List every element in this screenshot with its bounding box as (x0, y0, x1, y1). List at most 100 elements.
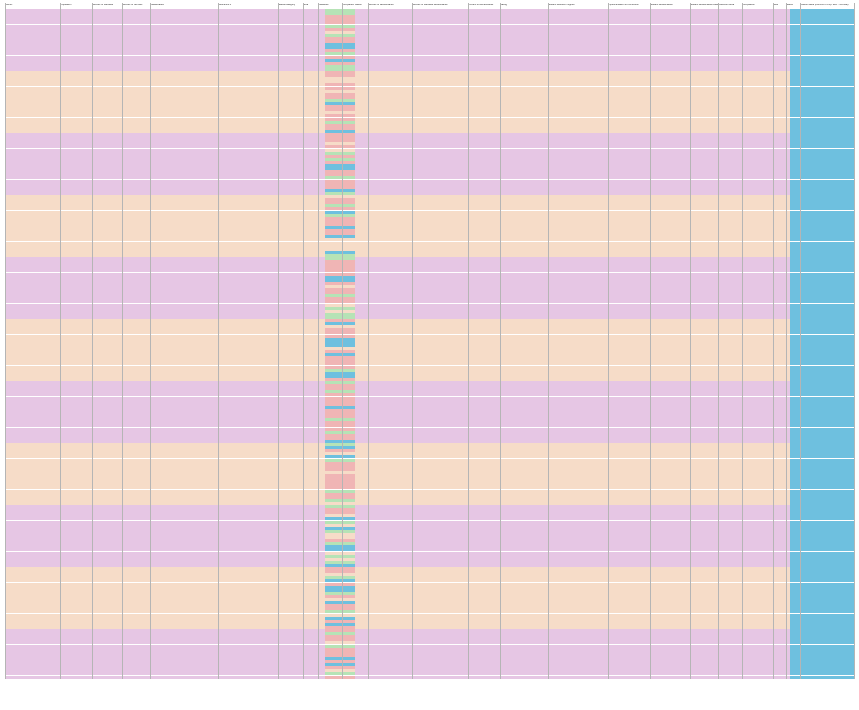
table-row[interactable] (5, 269, 854, 273)
table-row[interactable] (5, 123, 854, 127)
table-row[interactable] (5, 328, 854, 332)
table-row[interactable] (5, 213, 854, 217)
table-row[interactable] (5, 315, 854, 319)
column-header[interactable]: Note (773, 4, 779, 6)
table-row[interactable] (5, 629, 854, 632)
table-row[interactable] (5, 660, 854, 663)
column-header[interactable]: Classification (150, 4, 165, 6)
table-row[interactable] (5, 297, 854, 301)
table-row[interactable] (5, 598, 854, 601)
table-row[interactable] (5, 653, 854, 657)
table-row[interactable] (5, 573, 854, 577)
table-row[interactable] (5, 46, 854, 50)
table-row[interactable] (5, 362, 854, 366)
table-row[interactable] (5, 334, 854, 338)
table-row[interactable] (5, 343, 854, 347)
table-row[interactable] (5, 43, 854, 47)
column-header[interactable]: Implementation & Curriculum (608, 4, 639, 6)
table-row[interactable] (5, 421, 854, 425)
table-row[interactable] (5, 616, 854, 620)
table-row[interactable] (5, 9, 854, 12)
table-row[interactable] (5, 542, 854, 546)
table-row[interactable] (5, 669, 854, 673)
table-row[interactable] (5, 108, 854, 112)
table-row[interactable] (5, 272, 854, 276)
table-row[interactable] (5, 607, 854, 611)
table-row[interactable] (5, 229, 854, 233)
column-header[interactable]: Number of Facilities (92, 4, 114, 6)
table-row[interactable] (5, 244, 854, 248)
table-row[interactable] (5, 164, 854, 167)
table-row[interactable] (5, 365, 854, 369)
column-header[interactable]: Reference # (218, 4, 232, 6)
table-row[interactable] (5, 486, 854, 490)
table-row[interactable] (5, 396, 854, 400)
table-row[interactable] (5, 306, 854, 310)
table-row[interactable] (5, 49, 854, 53)
table-row[interactable] (5, 170, 854, 174)
table-row[interactable] (5, 548, 854, 552)
column-header[interactable]: Status/Category (278, 4, 296, 6)
table-row[interactable] (5, 563, 854, 567)
table-row[interactable] (5, 480, 854, 484)
table-row[interactable] (5, 312, 854, 316)
table-row[interactable] (5, 58, 854, 62)
table-row[interactable] (5, 325, 854, 329)
table-row[interactable] (5, 74, 854, 78)
column-header[interactable]: Area (303, 4, 309, 6)
table-row[interactable] (5, 21, 854, 25)
table-row[interactable] (5, 517, 854, 521)
table-row[interactable] (5, 418, 854, 422)
table-row[interactable] (5, 337, 854, 341)
table-row[interactable] (5, 222, 854, 226)
table-row[interactable] (5, 443, 854, 446)
table-row[interactable] (5, 625, 854, 629)
table-row[interactable] (5, 114, 854, 118)
table-row[interactable] (5, 250, 854, 254)
table-row[interactable] (5, 402, 854, 406)
table-row[interactable] (5, 27, 854, 31)
table-row[interactable] (5, 387, 854, 391)
table-row[interactable] (5, 498, 854, 502)
table-row[interactable] (5, 226, 854, 229)
table-row[interactable] (5, 545, 854, 549)
table-row[interactable] (5, 89, 854, 93)
table-row[interactable] (5, 427, 854, 431)
table-row[interactable] (5, 207, 854, 211)
table-row[interactable] (5, 526, 854, 530)
table-row[interactable] (5, 52, 854, 56)
table-row[interactable] (5, 511, 854, 515)
table-row[interactable] (5, 638, 854, 642)
table-row[interactable] (5, 40, 854, 43)
table-row[interactable] (5, 12, 854, 16)
table-row[interactable] (5, 95, 854, 99)
table-row[interactable] (5, 641, 854, 645)
table-row[interactable] (5, 576, 854, 580)
table-row[interactable] (5, 157, 854, 161)
table-row[interactable] (5, 18, 854, 22)
table-row[interactable] (5, 126, 854, 130)
table-row[interactable] (5, 179, 854, 183)
table-row[interactable] (5, 167, 854, 171)
table-row[interactable] (5, 390, 854, 394)
table-row[interactable] (5, 449, 854, 453)
table-row[interactable] (5, 371, 854, 375)
table-row[interactable] (5, 294, 854, 298)
table-row[interactable] (5, 632, 854, 636)
table-row[interactable] (5, 536, 854, 539)
table-row[interactable] (5, 474, 854, 477)
table-row[interactable] (5, 458, 854, 462)
table-row[interactable] (5, 61, 854, 65)
table-row[interactable] (5, 356, 854, 360)
table-row[interactable] (5, 80, 854, 84)
table-row[interactable] (5, 188, 854, 192)
table-row[interactable] (5, 241, 854, 245)
table-row[interactable] (5, 173, 854, 177)
table-row[interactable] (5, 381, 854, 384)
table-row[interactable] (5, 672, 854, 676)
table-row[interactable] (5, 185, 854, 189)
table-row[interactable] (5, 567, 854, 570)
table-row[interactable] (5, 309, 854, 313)
column-header[interactable]: Number of Schools (122, 4, 143, 6)
table-row[interactable] (5, 501, 854, 505)
